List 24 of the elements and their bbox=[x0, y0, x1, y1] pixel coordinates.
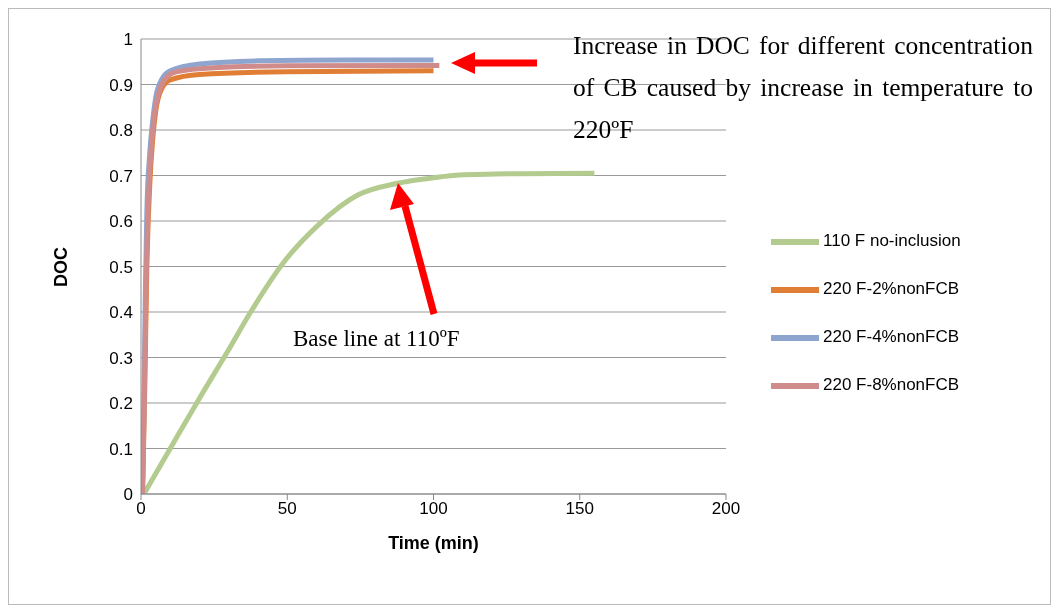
y-tick-label: 0.4 bbox=[109, 303, 133, 323]
y-tick-label: 0.7 bbox=[109, 166, 133, 186]
y-tick-label: 0.9 bbox=[109, 75, 133, 95]
y-tick-label: 0.1 bbox=[109, 439, 133, 459]
y-tick-label: 1 bbox=[123, 30, 133, 50]
y-tick-label: 0 bbox=[123, 485, 133, 505]
legend-label: 110 F no-inclusion bbox=[823, 231, 961, 251]
x-tick-label: 150 bbox=[565, 499, 594, 519]
y-tick-label: 0.3 bbox=[109, 348, 133, 368]
legend-label: 220 F-8%nonFCB bbox=[823, 375, 960, 395]
x-tick-label: 200 bbox=[711, 499, 741, 519]
legend-label: 220 F-2%nonFCB bbox=[823, 279, 960, 299]
y-tick-label: 0.8 bbox=[109, 121, 133, 141]
legend-label: 220 F-4%nonFCB bbox=[823, 327, 960, 347]
y-tick-label: 0.5 bbox=[109, 257, 133, 277]
annotation: Increase in DOC for different concentration of CB caused by increase in temperature to 220ºF bbox=[573, 30, 1033, 146]
annotation: Base line at 110ºF bbox=[293, 326, 461, 352]
y-tick-label: 0.2 bbox=[109, 394, 133, 414]
y-axis-title: DOC bbox=[50, 246, 72, 287]
y-tick-label: 0.6 bbox=[109, 212, 133, 232]
x-tick-label: 50 bbox=[277, 499, 297, 519]
x-tick-label: 0 bbox=[136, 499, 146, 519]
x-tick-label: 100 bbox=[419, 499, 448, 519]
x-axis-title: Time (min) bbox=[387, 533, 480, 554]
